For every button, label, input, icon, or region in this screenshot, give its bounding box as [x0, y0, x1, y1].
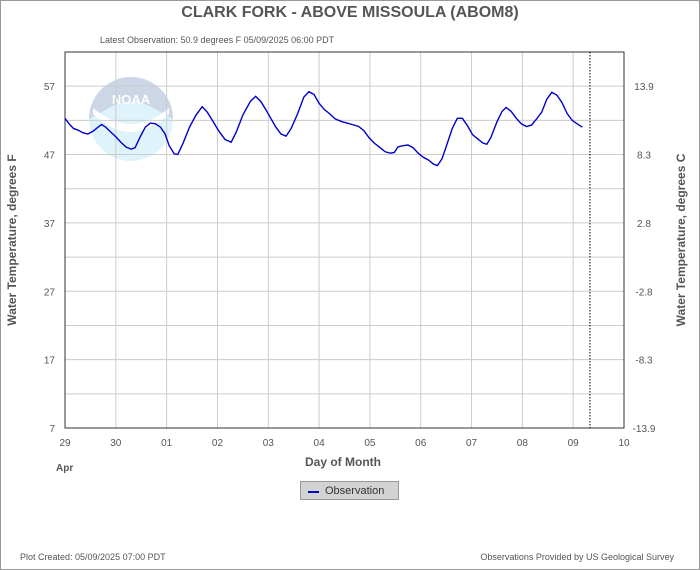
noaa-logo-text: NOAA: [112, 92, 151, 107]
x-tick-label: 10: [618, 438, 630, 449]
x-tick-label: 03: [263, 438, 275, 449]
y-tick-label-left: 27: [44, 287, 56, 298]
y-tick-label-right: -2.8: [635, 287, 653, 298]
y-tick-label-left: 7: [49, 424, 55, 435]
x-tick-label: 06: [415, 438, 427, 449]
x-tick-label: 08: [517, 438, 529, 449]
x-tick-label: 05: [364, 438, 376, 449]
legend-label: Observation: [325, 485, 385, 497]
x-tick-label: 01: [161, 438, 173, 449]
y-tick-label-right: -8.3: [635, 356, 653, 367]
legend-line-swatch: [308, 491, 319, 493]
x-tick-label: 04: [314, 438, 326, 449]
x-tick-label: 07: [466, 438, 478, 449]
x-tick-label: 30: [110, 438, 122, 449]
legend-observation[interactable]: Observation: [300, 481, 399, 500]
y-tick-label-left: 47: [44, 151, 56, 162]
y-axis-title-right: Water Temperature, degrees C: [674, 153, 688, 326]
y-tick-label-right: 8.3: [637, 151, 651, 162]
noaa-logo-watermark: NOAA: [89, 77, 173, 161]
y-tick-label-right: 2.8: [637, 219, 651, 230]
y-tick-label-left: 57: [44, 82, 56, 93]
y-tick-label-left: 17: [44, 356, 56, 367]
x-axis-title: Day of Month: [305, 455, 381, 469]
plot-created-label: Plot Created: 05/09/2025 07:00 PDT: [20, 552, 166, 562]
x-axis-month-label: Apr: [56, 463, 73, 474]
series-line-observation: [64, 90, 583, 167]
x-tick-label: 02: [212, 438, 224, 449]
plot-area-border: [64, 51, 625, 429]
chart-title: CLARK FORK - ABOVE MISSOULA (ABOM8): [181, 4, 519, 21]
data-source-label: Observations Provided by US Geological S…: [480, 552, 674, 562]
y-tick-label-right: 13.9: [634, 82, 654, 93]
y-tick-label-left: 37: [44, 219, 56, 230]
y-tick-label-right: -13.9: [633, 424, 656, 435]
y-axis-title-left: Water Temperature, degrees F: [5, 154, 19, 325]
x-tick-label: 29: [59, 438, 71, 449]
x-tick-label: 09: [568, 438, 580, 449]
latest-observation-label: Latest Observation: 50.9 degrees F 05/09…: [100, 35, 335, 45]
